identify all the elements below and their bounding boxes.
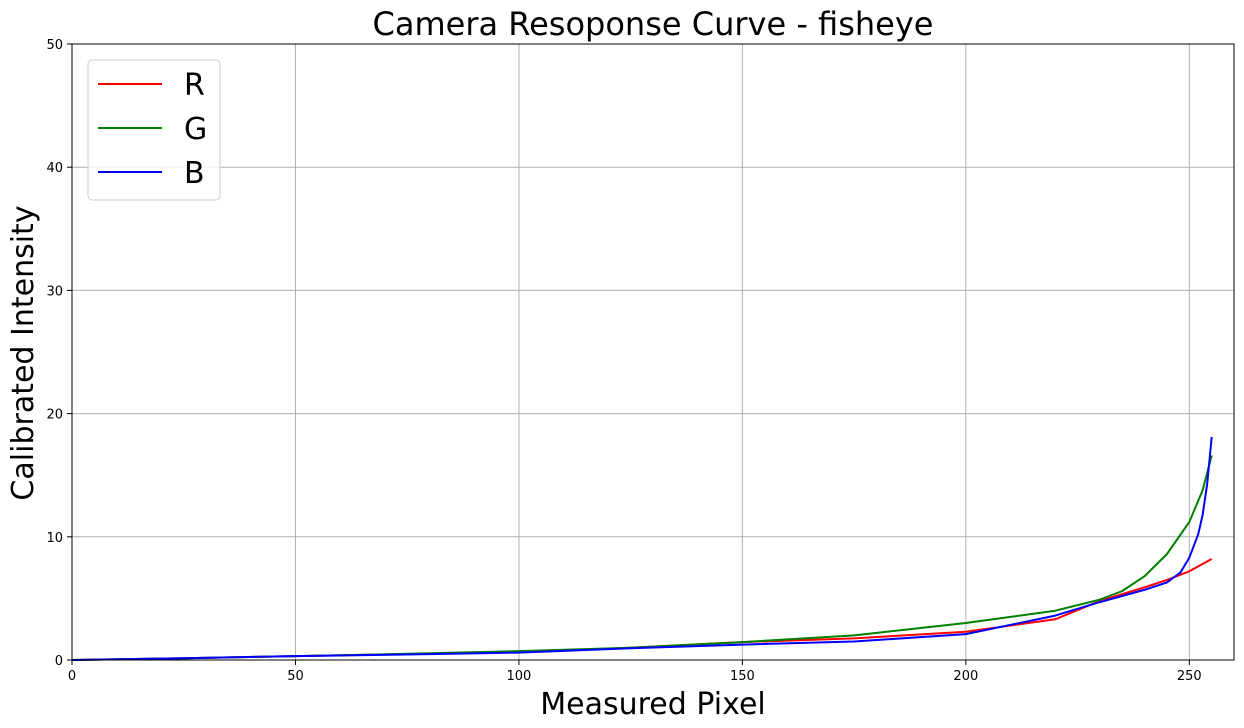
y-axis-label: Calibrated Intensity (6, 205, 41, 500)
series-line-b (71, 436, 1213, 661)
y-tick-label: 30 (46, 284, 63, 299)
y-tick-label: 0 (55, 654, 63, 669)
legend-label-b: B (184, 156, 205, 191)
x-tick-label: 150 (730, 669, 755, 684)
y-tick-label: 20 (46, 408, 63, 423)
y-tick-label: 50 (46, 38, 63, 53)
axes-frame (71, 43, 1235, 661)
chart-title: Camera Resoponse Curve - fisheye (373, 5, 934, 43)
y-tick-label: 40 (46, 161, 63, 176)
x-axis-label: Measured Pixel (540, 687, 765, 722)
legend-label-g: G (184, 112, 207, 147)
x-tick-label: 0 (68, 669, 76, 684)
legend-label-r: R (184, 68, 205, 103)
x-tick-label: 100 (507, 669, 532, 684)
x-tick-label: 200 (953, 669, 978, 684)
x-tick-label: 250 (1177, 669, 1202, 684)
y-tick-label: 10 (46, 531, 63, 546)
legend-box (87, 59, 221, 201)
plot-area: 0 50 100 150 200 250 0 10 20 30 40 50 RGB (46, 38, 1235, 684)
x-tick-label: 50 (287, 669, 304, 684)
